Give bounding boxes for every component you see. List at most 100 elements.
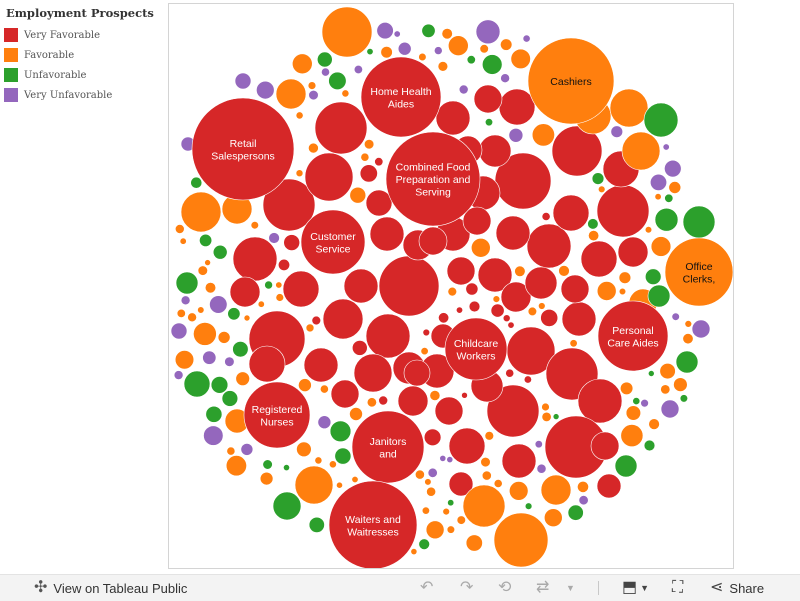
bubble[interactable] (620, 381, 634, 396)
revert-button[interactable]: ⟲ (498, 575, 511, 601)
legend-item-unfavorable[interactable]: Unfavorable (4, 65, 164, 85)
bubble[interactable] (534, 440, 543, 449)
bubble[interactable] (662, 143, 670, 151)
bubble[interactable] (691, 319, 711, 339)
bubble[interactable] (209, 295, 228, 314)
bubble[interactable] (418, 52, 427, 62)
bubble[interactable] (423, 428, 442, 446)
bubble[interactable] (468, 300, 481, 313)
bubble[interactable] (262, 459, 273, 470)
bubble[interactable] (351, 475, 359, 483)
bubble[interactable] (507, 321, 515, 329)
bubble[interactable] (498, 88, 536, 126)
bubble[interactable] (598, 185, 606, 194)
bubble[interactable] (501, 443, 537, 479)
bubble[interactable] (187, 312, 197, 323)
bubble[interactable] (262, 178, 316, 232)
bubble[interactable] (321, 6, 373, 58)
bubble[interactable] (552, 194, 590, 232)
bubble[interactable] (508, 128, 524, 143)
bubble[interactable] (609, 88, 649, 128)
bubble[interactable] (179, 237, 187, 245)
bubble[interactable] (173, 370, 184, 380)
bubble[interactable] (259, 471, 274, 486)
bubble[interactable] (538, 302, 546, 310)
bubble[interactable] (197, 265, 208, 276)
bubble[interactable] (229, 276, 261, 308)
bubble[interactable] (296, 441, 312, 457)
bubble[interactable] (308, 89, 319, 101)
bubble[interactable] (174, 350, 195, 370)
bubble[interactable] (578, 495, 589, 506)
bubble[interactable] (617, 236, 649, 268)
bubble[interactable] (580, 240, 618, 278)
bubble[interactable] (526, 223, 572, 269)
bubble[interactable] (204, 259, 211, 266)
bubble[interactable] (414, 469, 425, 480)
bubble[interactable] (439, 454, 447, 462)
bubble[interactable] (438, 312, 450, 324)
bubble[interactable] (203, 425, 224, 446)
bubble[interactable] (462, 484, 506, 528)
bubble[interactable] (283, 464, 290, 471)
bubble[interactable] (495, 215, 531, 251)
bubble[interactable] (500, 38, 513, 51)
bubble[interactable] (374, 157, 384, 167)
bubble[interactable] (204, 282, 217, 294)
bubble[interactable] (620, 424, 644, 448)
bubble[interactable] (295, 111, 304, 120)
bubble[interactable] (540, 474, 572, 506)
bubble[interactable] (364, 139, 375, 150)
bubble[interactable] (510, 48, 531, 70)
bubble[interactable] (304, 152, 354, 202)
bubble[interactable] (429, 390, 441, 401)
bubble[interactable] (560, 274, 590, 304)
bubble[interactable] (465, 534, 483, 552)
bubble[interactable] (477, 257, 513, 293)
bubble[interactable] (522, 34, 531, 43)
bubble[interactable] (682, 205, 716, 239)
bubble[interactable] (437, 61, 449, 72)
bubble[interactable] (319, 384, 329, 394)
bubble[interactable] (500, 73, 510, 83)
bubble[interactable] (341, 89, 350, 98)
bubble[interactable] (569, 339, 578, 348)
bubble[interactable] (447, 286, 457, 297)
bubble[interactable] (524, 266, 558, 300)
bubble[interactable] (458, 84, 469, 95)
view-on-tableau-public-button[interactable]: ✣ View on Tableau Public (34, 575, 187, 601)
bubble[interactable] (366, 48, 374, 56)
bubble[interactable] (531, 123, 555, 147)
bubble[interactable] (461, 391, 468, 399)
bubble[interactable] (352, 340, 368, 356)
bubble[interactable] (314, 101, 368, 155)
bubble[interactable] (330, 379, 360, 409)
bubble[interactable] (292, 53, 313, 75)
bubble[interactable] (567, 504, 584, 521)
bubble[interactable] (541, 411, 552, 422)
bubble[interactable] (435, 100, 471, 136)
bubble[interactable] (650, 236, 672, 257)
bubble[interactable] (473, 84, 503, 114)
bubble-retail-salespersons[interactable] (191, 97, 295, 201)
bubble[interactable] (502, 314, 511, 323)
bubble[interactable] (442, 507, 450, 516)
bubble[interactable] (232, 236, 278, 282)
bubble[interactable] (193, 322, 217, 346)
bubble[interactable] (175, 271, 199, 295)
bubble[interactable] (434, 396, 464, 426)
bubble[interactable] (210, 376, 229, 394)
bubble[interactable] (425, 520, 445, 540)
bubble[interactable] (282, 270, 320, 308)
bubble[interactable] (421, 23, 436, 38)
bubble[interactable] (183, 370, 211, 398)
bubble[interactable] (481, 470, 492, 481)
bubble[interactable] (343, 268, 379, 304)
bubble[interactable] (475, 19, 501, 45)
bubble[interactable] (660, 399, 680, 419)
bubble[interactable] (561, 301, 597, 337)
share-button[interactable]: ⋖ Share (710, 575, 764, 601)
bubble[interactable] (675, 350, 699, 374)
bubble[interactable] (509, 481, 529, 501)
bubble[interactable] (552, 413, 560, 420)
